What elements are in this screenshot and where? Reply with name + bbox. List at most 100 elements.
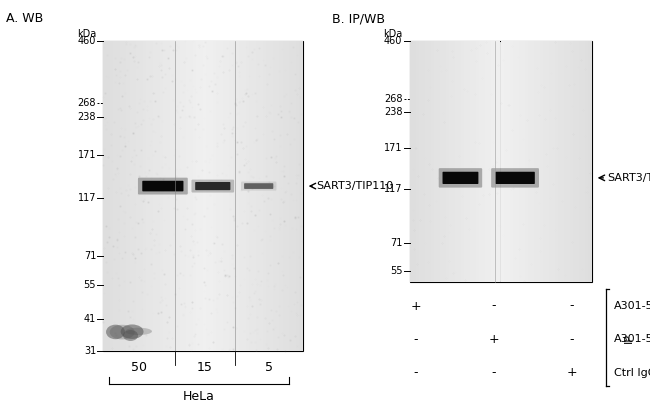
Bar (159, 41, 163, 351)
Bar (233, 41, 236, 351)
Text: -: - (414, 333, 418, 346)
FancyBboxPatch shape (244, 183, 273, 189)
Bar (200, 41, 203, 351)
Bar (458, 41, 461, 282)
Bar (519, 41, 522, 282)
Bar (497, 41, 500, 282)
Bar (283, 41, 286, 351)
Bar (534, 41, 537, 282)
Bar (540, 41, 543, 282)
Bar (577, 41, 579, 282)
Bar (186, 41, 190, 351)
Bar (223, 41, 226, 351)
Bar (146, 41, 150, 351)
Bar (431, 41, 434, 282)
FancyBboxPatch shape (439, 168, 482, 188)
FancyBboxPatch shape (195, 182, 230, 190)
Bar (263, 41, 266, 351)
Bar (552, 41, 555, 282)
Bar (229, 41, 233, 351)
Bar (506, 41, 510, 282)
Text: 171: 171 (384, 143, 402, 153)
Bar (107, 41, 110, 351)
Text: 55: 55 (390, 266, 402, 276)
Bar (491, 41, 495, 282)
FancyBboxPatch shape (192, 180, 234, 193)
Bar (179, 41, 183, 351)
FancyBboxPatch shape (491, 168, 539, 188)
Bar (163, 41, 166, 351)
FancyBboxPatch shape (495, 172, 535, 184)
Bar (567, 41, 570, 282)
Bar (173, 41, 176, 351)
Bar (129, 41, 133, 351)
Bar (410, 41, 413, 282)
Bar (133, 41, 136, 351)
Bar (415, 41, 419, 282)
Text: +: + (567, 366, 577, 379)
Bar (143, 41, 146, 351)
Bar (486, 41, 488, 282)
Bar (473, 41, 476, 282)
Ellipse shape (125, 328, 152, 335)
Ellipse shape (106, 325, 125, 339)
Bar (150, 41, 153, 351)
Bar (467, 41, 470, 282)
Text: 117: 117 (384, 184, 402, 194)
Bar (510, 41, 513, 282)
Bar (434, 41, 437, 282)
Bar (525, 41, 528, 282)
Bar (410, 41, 592, 282)
Text: A. WB: A. WB (6, 12, 44, 25)
Bar (558, 41, 561, 282)
Bar (470, 41, 473, 282)
Bar (452, 41, 455, 282)
Bar (153, 41, 156, 351)
Bar (476, 41, 479, 282)
Bar (455, 41, 458, 282)
Bar (299, 41, 303, 351)
Bar (289, 41, 292, 351)
Bar (422, 41, 424, 282)
Text: -: - (570, 299, 574, 313)
Bar (443, 41, 446, 282)
Text: +: + (489, 333, 499, 346)
Bar (413, 41, 415, 282)
Bar (522, 41, 525, 282)
FancyBboxPatch shape (439, 168, 482, 188)
Bar (123, 41, 126, 351)
Bar (531, 41, 534, 282)
Bar (419, 41, 422, 282)
Bar (582, 41, 586, 282)
FancyBboxPatch shape (192, 180, 234, 193)
Text: +: + (411, 299, 421, 313)
Bar (103, 41, 303, 351)
FancyBboxPatch shape (443, 172, 478, 184)
Bar (216, 41, 220, 351)
Bar (440, 41, 443, 282)
Bar (564, 41, 567, 282)
FancyBboxPatch shape (138, 177, 188, 195)
Bar (103, 41, 107, 351)
Text: -: - (570, 333, 574, 346)
Ellipse shape (123, 330, 138, 341)
Bar (424, 41, 428, 282)
Bar (488, 41, 491, 282)
Bar (546, 41, 549, 282)
Bar (196, 41, 200, 351)
Bar (242, 41, 246, 351)
Bar (136, 41, 140, 351)
Text: HeLa: HeLa (183, 390, 215, 403)
Text: 268: 268 (384, 94, 402, 104)
Text: 71: 71 (84, 251, 96, 261)
Bar (266, 41, 269, 351)
Text: 460: 460 (78, 36, 96, 46)
Bar (110, 41, 113, 351)
Bar (203, 41, 206, 351)
Text: 50: 50 (131, 361, 147, 374)
Bar (193, 41, 196, 351)
Text: 460: 460 (384, 36, 402, 46)
Text: kDa: kDa (77, 29, 96, 39)
FancyBboxPatch shape (142, 181, 183, 191)
FancyBboxPatch shape (491, 168, 539, 188)
